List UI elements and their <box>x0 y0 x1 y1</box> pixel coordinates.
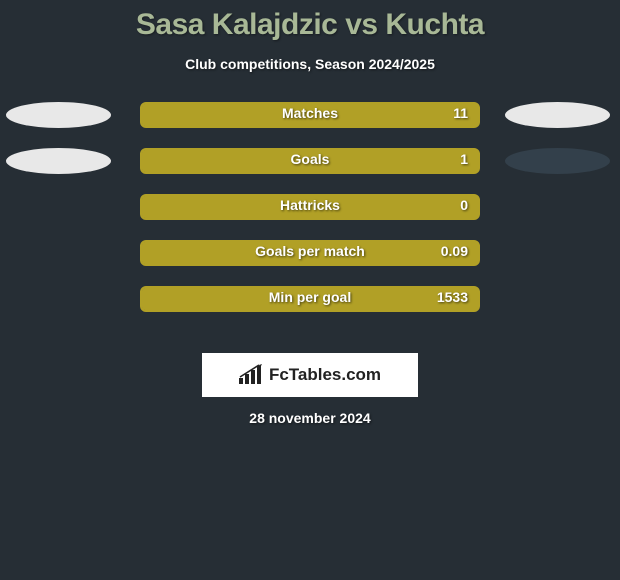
chart-row: Goals 1 <box>0 148 620 174</box>
player-oval-left <box>6 148 111 174</box>
bar-value: 0.09 <box>441 243 468 259</box>
chart-row: Matches 11 <box>0 102 620 128</box>
player-oval-right <box>505 148 610 174</box>
player-oval-right <box>505 102 610 128</box>
fctables-badge: FcTables.com <box>202 353 418 397</box>
bar-label: Min per goal <box>140 289 480 305</box>
bars-icon <box>239 364 263 386</box>
bar-value: 1 <box>460 151 468 167</box>
chart-row: Hattricks 0 <box>0 194 620 220</box>
chart-row: Min per goal 1533 <box>0 286 620 312</box>
bar-value: 1533 <box>437 289 468 305</box>
comparison-chart: Matches 11 Goals 1 Hattricks 0 Goals per… <box>0 102 620 362</box>
page-title: Sasa Kalajdzic vs Kuchta <box>0 0 620 42</box>
date-text: 28 november 2024 <box>0 410 620 426</box>
bar-label: Hattricks <box>140 197 480 213</box>
chart-row: Goals per match 0.09 <box>0 240 620 266</box>
bar-value: 11 <box>453 105 468 121</box>
subtitle: Club competitions, Season 2024/2025 <box>0 56 620 72</box>
bar-label: Goals per match <box>140 243 480 259</box>
bar-label: Goals <box>140 151 480 167</box>
bar-label: Matches <box>140 105 480 121</box>
bar-value: 0 <box>460 197 468 213</box>
badge-text: FcTables.com <box>269 365 381 385</box>
player-oval-left <box>6 102 111 128</box>
